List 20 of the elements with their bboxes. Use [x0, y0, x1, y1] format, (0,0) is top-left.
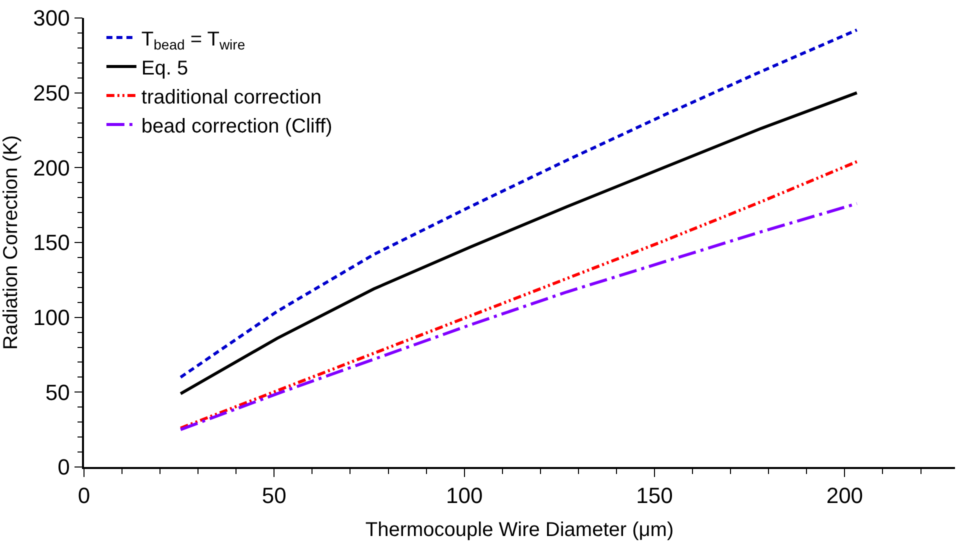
y-tick-label: 200 [33, 155, 70, 180]
y-tick-label: 100 [33, 305, 70, 330]
legend-label: bead correction (Cliff) [141, 115, 332, 138]
line-series [179, 160, 858, 430]
x-tick-label: 100 [446, 483, 483, 508]
y-tick-label: 150 [33, 230, 70, 256]
y-tick-label: 300 [33, 6, 70, 31]
y-tick-label: 0 [58, 454, 70, 480]
legend-label: Eq. 5 [141, 57, 188, 80]
y-tick-label: 250 [33, 80, 70, 106]
y-tick-label: 50 [45, 380, 70, 405]
x-tick-label: 0 [78, 483, 90, 508]
x-tick-label: 50 [262, 483, 286, 508]
line-series [179, 202, 858, 432]
legend-label: traditional correction [141, 86, 322, 108]
x-tick-label: 200 [826, 483, 864, 508]
x-axis-title: Thermocouple Wire Diameter (μm) [365, 519, 674, 542]
legend-label: T$_{bead}$ = T$_{wire}$ [141, 28, 246, 52]
x-tick-label: 150 [636, 483, 673, 508]
y-axis-title: Radiation Correction (K) [0, 135, 22, 350]
